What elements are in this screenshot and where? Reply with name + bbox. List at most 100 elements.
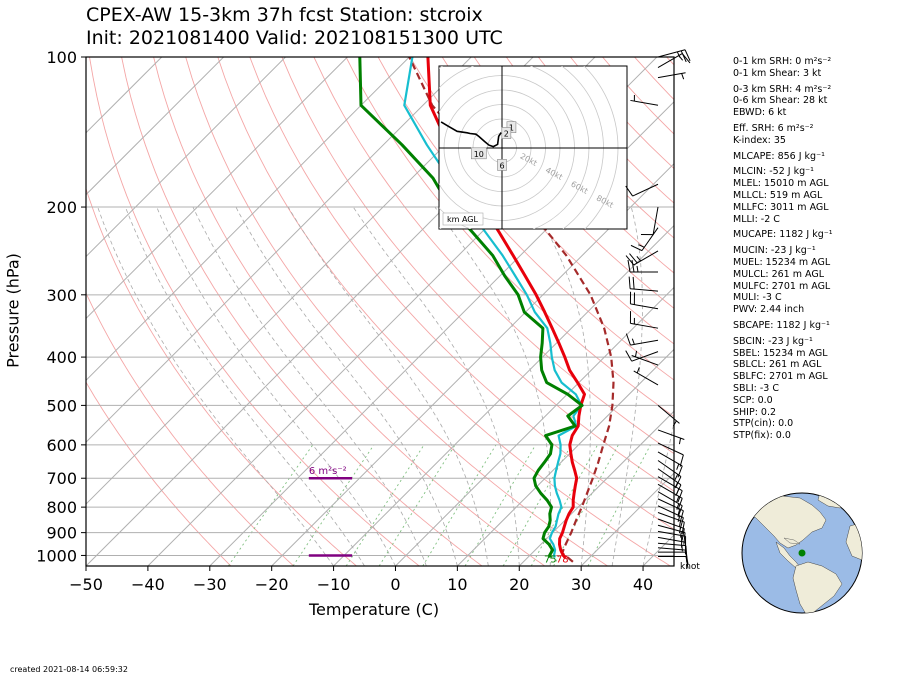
wind-barb	[657, 429, 685, 445]
hodograph-height-label: 1	[509, 124, 514, 133]
wind-barb	[625, 333, 659, 346]
x-tick-label: 40	[633, 575, 653, 594]
y-tick-label: 200	[46, 198, 77, 217]
index-line: SBLCL: 261 m AGL	[733, 359, 822, 371]
wind-barb	[657, 405, 680, 427]
index-line: 0-3 km SRH: 4 m²s⁻²	[733, 83, 832, 95]
index-line: SHIP: 0.2	[733, 406, 777, 418]
wind-barb	[633, 367, 659, 386]
wind-barb	[631, 350, 659, 366]
dry-adiabat	[377, 57, 674, 381]
wind-barb	[657, 524, 686, 545]
helicity-label: 6 m²s⁻²	[309, 466, 347, 477]
hodograph-height-box	[497, 159, 507, 171]
wind-barb	[630, 227, 659, 252]
surface-temperature-label: 78	[556, 554, 569, 565]
created-timestamp: created 2021-08-14 06:59:32	[10, 665, 128, 674]
mixing-ratio-line	[422, 444, 497, 566]
wind-units-label: knot	[680, 562, 700, 572]
stability-indices-panel: 0-1 km SRH: 0 m²s⁻² 0-1 km Shear: 3 kt 0-3…	[733, 56, 903, 442]
location-globe	[741, 492, 863, 614]
hodograph-legend-box	[442, 212, 484, 226]
dry-adiabat	[86, 381, 232, 566]
y-axis-label: Pressure (hPa)	[3, 253, 23, 368]
dry-adiabat	[185, 57, 608, 566]
isotherm	[209, 101, 674, 566]
index-line: SBCAPE: 1182 J kg⁻¹	[733, 319, 830, 331]
dry-adiabat	[281, 57, 674, 492]
dry-adiabat	[86, 291, 295, 566]
index-line: MUCAPE: 1182 J kg⁻¹	[733, 229, 833, 241]
index-line: MLCIN: -52 J kg⁻¹	[733, 166, 814, 178]
land-caribbean	[783, 537, 801, 545]
wind-barb	[657, 49, 691, 63]
isotherm	[86, 57, 224, 196]
wind-barb	[627, 259, 658, 273]
wind-barb	[657, 498, 684, 523]
wind-barb	[629, 311, 659, 329]
isotherm	[518, 410, 674, 566]
index-line: MLLCL: 519 m AGL	[733, 189, 823, 201]
x-tick-label: −50	[69, 575, 103, 594]
index-line: SBLFC: 2701 m AGL	[733, 371, 828, 383]
index-line: MLEL: 15010 m AGL	[733, 178, 829, 190]
dry-adiabat	[153, 57, 545, 566]
isotherm	[395, 286, 674, 566]
index-line: MUCIN: -23 J kg⁻¹	[733, 245, 816, 257]
hodograph-height-label: 2	[504, 130, 509, 139]
wind-barb	[640, 206, 659, 236]
wind-barb	[625, 250, 659, 266]
index-line: 0-1 km SRH: 0 m²s⁻²	[733, 56, 832, 67]
wind-barb	[657, 491, 683, 518]
index-line: MLCAPE: 856 J kg⁻¹	[733, 150, 825, 162]
wind-barb	[657, 442, 684, 467]
x-tick-label: 30	[571, 575, 591, 594]
moist-adiabat	[611, 206, 643, 566]
isotherm	[333, 224, 674, 566]
index-line: SBLI: -3 C	[733, 382, 779, 394]
isotherm	[86, 57, 286, 258]
mixing-ratio-line	[378, 444, 456, 566]
index-line: 0-1 km Shear: 3 kt	[733, 67, 822, 79]
land-north-america	[742, 495, 827, 549]
isotherm	[457, 348, 674, 566]
x-tick-label: −30	[193, 575, 227, 594]
hodograph-height-label: 10	[474, 150, 484, 159]
land-south-america	[792, 561, 843, 613]
wind-barb	[657, 451, 683, 478]
moist-adiabat	[97, 206, 334, 566]
dry-adiabat	[345, 57, 674, 418]
chart-title-line1: CPEX-AW 15-3km 37h fcst Station: stcroix	[86, 4, 483, 26]
y-tick-label: 500	[46, 396, 77, 415]
hodograph-trace	[440, 121, 502, 148]
hodograph-height-box	[506, 121, 517, 133]
dry-adiabat	[86, 187, 357, 566]
wind-barb	[657, 72, 686, 80]
index-line: K-index: 35	[733, 134, 786, 146]
index-line: MLLFC: 3011 m AGL	[733, 201, 829, 213]
x-tick-label: −10	[317, 575, 351, 594]
hodograph-height-box	[470, 147, 487, 160]
moist-adiabat	[156, 206, 396, 566]
index-line: SCP: 0.0	[733, 394, 773, 406]
wind-barb	[625, 183, 659, 197]
chart-title-line2: Init: 2021081400 Valid: 202108151300 UTC	[86, 27, 503, 49]
mixing-ratio-line	[228, 444, 314, 566]
mixing-ratio-line	[464, 444, 536, 566]
parcel-profile	[408, 57, 615, 563]
index-line: EBWD: 6 kt	[733, 107, 787, 119]
moist-adiabat	[642, 421, 674, 566]
wind-barb	[657, 505, 684, 530]
isotherm	[86, 57, 410, 382]
index-line: SBCIN: -23 J kg⁻¹	[733, 335, 813, 347]
y-tick-label: 400	[46, 348, 77, 367]
y-tick-label: 1000	[36, 546, 77, 565]
plot-frame	[85, 56, 675, 567]
moist-adiabat	[125, 206, 365, 566]
isotherm	[86, 57, 472, 443]
wind-barb	[629, 291, 659, 310]
moist-adiabat	[352, 206, 520, 566]
index-line: STP(fix): 0.0	[733, 430, 791, 442]
mixing-ratio-line	[345, 444, 425, 566]
